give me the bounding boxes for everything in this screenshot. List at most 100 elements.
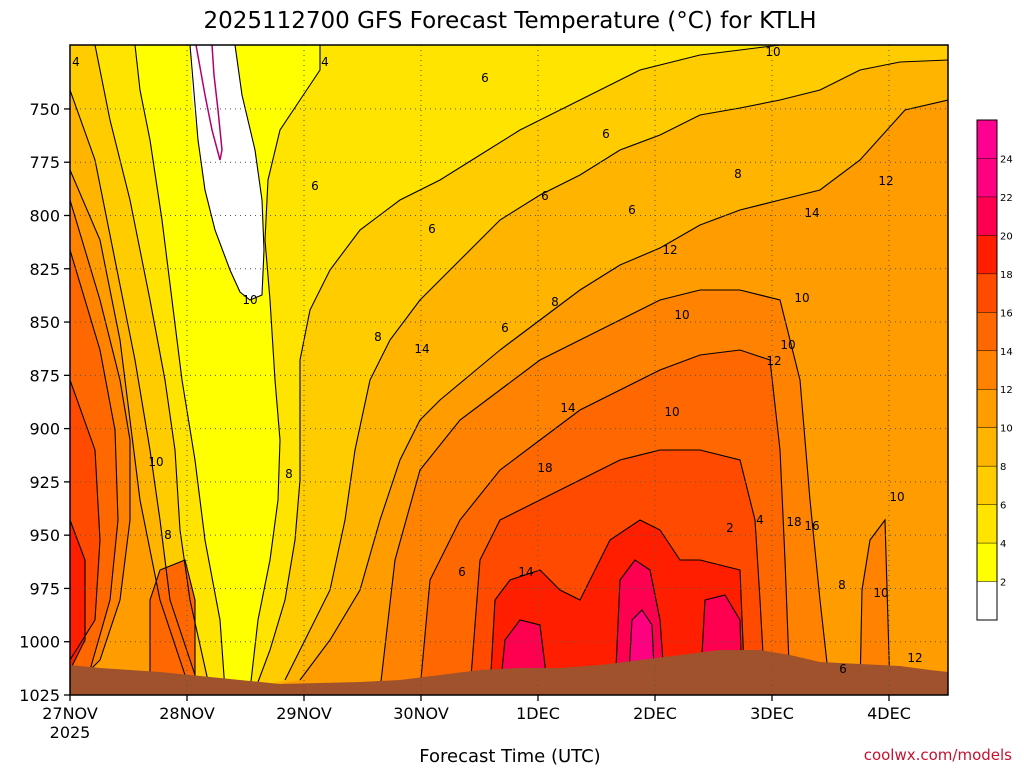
contour-label: 6 <box>458 565 466 579</box>
y-tick-label: 800 <box>29 206 60 225</box>
y-tick-label: 1025 <box>19 686 60 705</box>
x-tick-label: 28NOV <box>159 704 215 723</box>
colorbar-swatch <box>977 543 997 582</box>
colorbar-swatch <box>977 158 997 197</box>
contour-label: 14 <box>560 401 575 415</box>
band-18-20 <box>70 520 745 690</box>
contour-label: 6 <box>501 321 509 335</box>
colorbar-swatch <box>977 273 997 313</box>
contour-label: 8 <box>838 578 846 592</box>
x-tick-label: 3DEC <box>750 704 794 723</box>
x-tick-label: 27NOV <box>42 704 98 723</box>
contour-label: 6 <box>628 203 636 217</box>
contour-label: 12 <box>907 651 922 665</box>
contour-label: 14 <box>804 206 819 220</box>
contour-label: 12 <box>766 354 781 368</box>
colorbar-label: 8 <box>1000 462 1006 473</box>
y-axis: 750 775 800 825 850 875 900 925 950 975 1000 1025 <box>19 100 70 705</box>
contour-label: 8 <box>551 295 559 309</box>
y-tick-label: 1000 <box>19 633 60 652</box>
contour-label: 14 <box>414 342 429 356</box>
contour-label: 10 <box>674 308 689 322</box>
contour-label: 12 <box>878 174 893 188</box>
colorbar-swatch <box>977 389 997 428</box>
contour-label: 10 <box>889 490 904 504</box>
colorbar-swatch <box>977 120 997 159</box>
colorbar-label: 20 <box>1000 231 1013 242</box>
chart-title: 2025112700 GFS Forecast Temperature (°C)… <box>203 8 816 34</box>
colorbar-swatch <box>977 235 997 274</box>
x-tick-label: 30NOV <box>393 704 449 723</box>
colorbar-swatch <box>977 350 997 390</box>
credit-text: coolwx.com/models <box>864 746 1012 764</box>
band-4-6 <box>70 45 948 690</box>
contour-label: 10 <box>664 405 679 419</box>
contour-label: 4 <box>756 513 764 527</box>
contour-label: 8 <box>285 467 293 481</box>
contour-label: 10 <box>765 45 780 59</box>
contour-label: 18 <box>537 461 552 475</box>
contour-label: 10 <box>148 455 163 469</box>
band-20-22 <box>500 560 742 690</box>
y-tick-label: 750 <box>29 100 60 119</box>
colorbar-swatch <box>977 427 997 467</box>
contour-label: 6 <box>839 662 847 676</box>
plot-frame <box>69 44 949 696</box>
terrain <box>70 650 948 695</box>
contour-label: 14 <box>518 565 533 579</box>
colorbar-frame <box>976 119 998 621</box>
contour-label: 8 <box>374 330 382 344</box>
colorbar-swatch <box>977 504 997 544</box>
contour-lines <box>70 45 948 691</box>
contour-labels: 4 4 6 6 6 8 6 6 6 8 10 12 8 6 10 10 14 12 14 14 10 12 10 10 8 8 10… <box>72 45 922 676</box>
colorbar-swatch <box>977 581 997 620</box>
x-tick-label: 29NOV <box>276 704 332 723</box>
contour-label: 10 <box>780 338 795 352</box>
contour-label: 18 <box>786 515 801 529</box>
colorbar-label: 22 <box>1000 193 1013 204</box>
colorbar-label: 12 <box>1000 385 1013 396</box>
contour-label: 8 <box>734 167 742 181</box>
colorbar-label: 10 <box>1000 424 1013 435</box>
y-tick-label: 850 <box>29 313 60 332</box>
contour-label: 6 <box>311 179 319 193</box>
contour-label: 4 <box>321 55 329 69</box>
x-tick-label: 4DEC <box>867 704 911 723</box>
colorbar-label: 24 <box>1000 154 1013 165</box>
contour-label: 16 <box>804 519 819 533</box>
colorbar-swatch <box>977 312 997 351</box>
contour-label: 6 <box>541 189 549 203</box>
y-tick-label: 950 <box>29 526 60 545</box>
y-tick-label: 825 <box>29 260 60 279</box>
colorbar-label: 4 <box>1000 539 1006 550</box>
colorbar-swatch <box>977 466 997 505</box>
colorbar-swatch <box>977 196 997 236</box>
y-tick-label: 900 <box>29 420 60 439</box>
contour-label: 12 <box>662 243 677 257</box>
x-tick-label: 1DEC <box>516 704 560 723</box>
x-axis: 27NOV 28NOV 29NOV 30NOV 1DEC 2DEC 3DEC 4DEC <box>42 695 911 723</box>
contour-label: 6 <box>602 127 610 141</box>
x-year-label: 2025 <box>50 723 91 742</box>
contour-label: 6 <box>428 222 436 236</box>
contour-label: 10 <box>794 291 809 305</box>
y-tick-label: 775 <box>29 153 60 172</box>
colorbar-label: 18 <box>1000 270 1013 281</box>
y-tick-label: 925 <box>29 473 60 492</box>
contour-label: 8 <box>164 528 172 542</box>
y-tick-label: 975 <box>29 579 60 598</box>
x-axis-label: Forecast Time (UTC) <box>419 746 600 767</box>
colorbar-label: 6 <box>1000 501 1006 512</box>
contour-label: 2 <box>726 521 734 535</box>
y-tick-label: 875 <box>29 366 60 385</box>
colorbar-label: 16 <box>1000 308 1013 319</box>
colorbar-label: 2 <box>1000 578 1006 589</box>
contour-label: 4 <box>72 55 80 69</box>
contour-label: 10 <box>242 293 257 307</box>
x-tick-label: 2DEC <box>633 704 677 723</box>
contour-line-0 <box>195 45 223 161</box>
grid-lines <box>70 45 948 695</box>
colorbar-label: 14 <box>1000 347 1013 358</box>
